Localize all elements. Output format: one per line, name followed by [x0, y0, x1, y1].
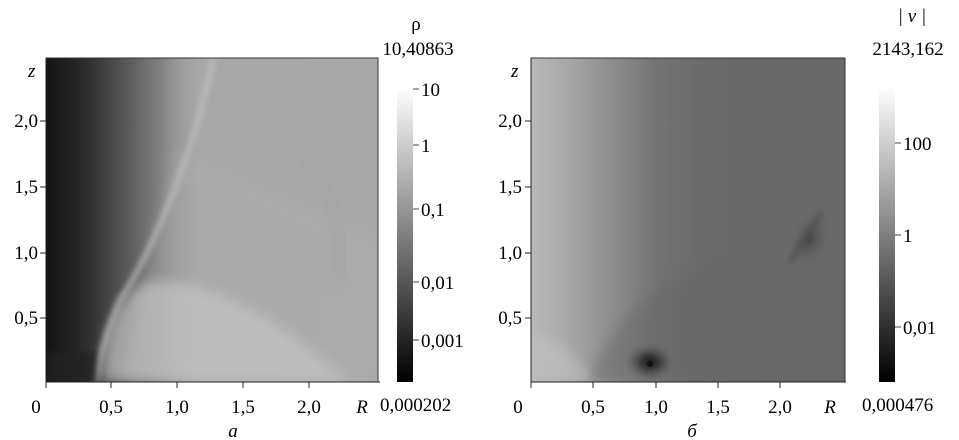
y-axis-b: [525, 58, 532, 385]
x-tick-b: 0,5: [581, 397, 605, 418]
y-tick-a: 1,0: [14, 243, 38, 264]
y-axis-label-a: z: [27, 61, 36, 82]
x-tick-a: 0,5: [99, 397, 123, 418]
x-axis-a: [45, 381, 380, 388]
panel-b: z 2,0 1,5 1,0 0,5 0 0,5 1,0 1,5 2,0 R б …: [498, 6, 943, 440]
colorbar-max-b: 2143,162: [872, 39, 943, 60]
x-tick-a: 2,0: [297, 397, 321, 418]
y-axis-label-b: z: [510, 61, 519, 82]
x-axis-label-b: R: [823, 397, 836, 418]
y-tick-b: 0,5: [498, 308, 522, 329]
colorbar-tick-b: 100: [903, 134, 932, 155]
x-tick-b: 0: [513, 397, 523, 418]
colorbar-tick-a: 0,001: [421, 331, 464, 352]
y-tick-a: 2,0: [14, 111, 38, 132]
x-tick-b: 1,5: [706, 397, 730, 418]
colorbar-tick-b: 1: [903, 226, 913, 247]
panel-caption-a: а: [228, 421, 238, 440]
velocity-heatmap: [531, 58, 845, 382]
colorbar-tick-a: 10: [421, 80, 440, 101]
colorbar-title-a: ρ: [411, 14, 420, 35]
x-tick-b: 2,0: [768, 397, 792, 418]
x-tick-a: 0: [31, 397, 41, 418]
density-heatmap: [46, 58, 378, 382]
y-tick-a: 0,5: [14, 308, 38, 329]
panel-caption-b: б: [687, 421, 698, 440]
colorbar-gradient-b: [879, 87, 895, 382]
y-tick-b: 1,5: [498, 177, 522, 198]
y-axis-a: [40, 58, 47, 385]
x-tick-b: 1,0: [644, 397, 668, 418]
x-tick-a: 1,0: [165, 397, 189, 418]
y-tick-b: 2,0: [498, 111, 522, 132]
y-tick-a: 1,5: [14, 177, 38, 198]
colorbar-min-b: 0,000476: [862, 395, 933, 416]
y-tick-b: 1,0: [498, 243, 522, 264]
colorbar-tick-b: 0,01: [903, 318, 936, 339]
x-axis-b: [530, 381, 846, 388]
x-tick-a: 1,5: [231, 397, 255, 418]
colorbar-min-a: 0,000202: [380, 395, 451, 416]
colorbar-a: ρ 10,40863 10 1 0,1 0,01 0,001 0,000202: [380, 14, 464, 416]
colorbar-tick-a: 0,01: [421, 273, 454, 294]
colorbar-tick-a: 0,1: [421, 200, 445, 221]
x-axis-label-a: R: [355, 397, 368, 418]
colorbar-max-a: 10,40863: [382, 39, 453, 60]
colorbar-tick-a: 1: [421, 136, 431, 157]
panel-a: z 2,0 1,5 1,0 0,5 0 0,5 1,0 1,5 2,0 R а …: [14, 14, 464, 440]
colorbar-title-b: | v |: [898, 6, 926, 27]
colorbar-b: | v | 2143,162 100 1 0,01 0,000476: [862, 6, 944, 416]
colorbar-gradient-a: [397, 87, 413, 382]
